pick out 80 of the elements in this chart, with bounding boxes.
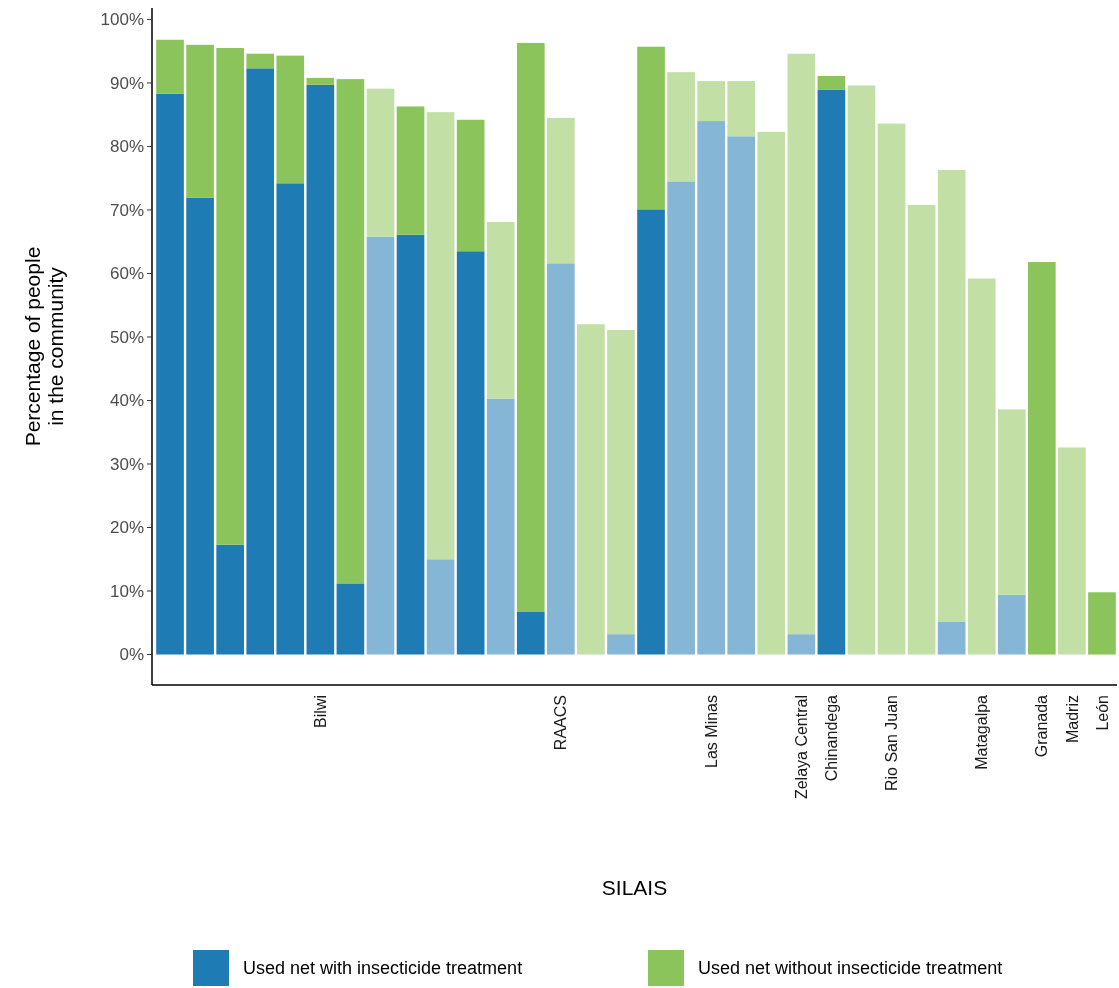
y-tick-label: 80% <box>109 137 144 157</box>
bar <box>727 81 756 137</box>
bar <box>186 44 214 198</box>
bar <box>246 53 275 69</box>
legend-label: Used net with insecticide treatment <box>243 958 523 979</box>
x-axis-title: SILAIS <box>601 876 668 899</box>
x-tick-label: Rio San Juan <box>883 695 901 792</box>
bar <box>547 117 575 264</box>
bar <box>396 106 425 235</box>
bar <box>847 85 876 655</box>
bar <box>997 594 1026 655</box>
bar <box>637 209 665 655</box>
bar <box>366 236 395 655</box>
y-tick-label: 50% <box>109 327 144 347</box>
bar <box>697 121 725 655</box>
bar <box>907 204 936 655</box>
bar <box>186 197 214 655</box>
bar <box>156 39 184 94</box>
bar <box>456 251 485 655</box>
bar <box>336 79 365 584</box>
bar <box>396 234 425 655</box>
bar <box>547 263 575 655</box>
legend-label: Used net without insecticide treatment <box>698 958 1003 979</box>
bar <box>306 77 335 85</box>
x-tick-label: Chinandega <box>823 694 841 782</box>
bar <box>216 544 244 655</box>
bar <box>637 46 665 210</box>
bar <box>426 112 455 560</box>
bar <box>697 81 725 122</box>
bar <box>276 55 305 184</box>
bar <box>877 123 906 655</box>
bar <box>306 84 335 655</box>
bar <box>246 68 275 655</box>
bar <box>787 634 816 655</box>
bar <box>727 136 756 655</box>
x-tick-label: Zelaya Central <box>792 695 810 800</box>
bar <box>216 48 244 545</box>
x-tick-label: Las Minas <box>702 695 720 768</box>
y-tick-label: 90% <box>109 73 144 93</box>
y-tick-label: 70% <box>109 200 144 220</box>
bar <box>577 324 605 655</box>
y-tick-label: 10% <box>109 581 144 601</box>
bar <box>456 119 485 252</box>
bar <box>1058 447 1086 655</box>
bar <box>667 181 695 655</box>
bar <box>607 329 635 635</box>
bar <box>516 42 545 612</box>
x-tick-label: Granada <box>1033 694 1051 758</box>
bar <box>997 409 1026 595</box>
bar <box>1088 592 1116 655</box>
bar <box>516 611 545 655</box>
bar <box>607 634 635 655</box>
y-tick-label: 60% <box>109 264 144 284</box>
x-tick-label: Matagalpa <box>973 694 991 770</box>
y-tick-label: 30% <box>109 454 144 474</box>
x-tick-label: Bilwi <box>311 695 329 728</box>
bar <box>817 89 846 655</box>
bar <box>817 75 846 90</box>
bar <box>787 53 816 635</box>
bar <box>276 183 305 655</box>
bar <box>667 72 695 182</box>
y-tick-label: 100% <box>100 10 144 30</box>
y-tick-label: 20% <box>109 518 144 538</box>
bar <box>336 583 365 655</box>
bar <box>937 169 966 622</box>
bar <box>937 621 966 655</box>
x-tick-label: Madriz <box>1063 695 1081 744</box>
bar <box>1028 262 1056 655</box>
bar <box>486 398 515 655</box>
bar <box>426 559 455 655</box>
y-tick-label: 0% <box>119 645 144 665</box>
y-tick-label: 40% <box>109 391 144 411</box>
bar <box>156 93 184 655</box>
x-tick-label: RAACS <box>552 695 570 751</box>
bar <box>757 131 786 655</box>
x-tick-label: León <box>1093 695 1111 731</box>
bar <box>486 222 515 399</box>
bar <box>967 278 996 655</box>
bar <box>366 88 395 237</box>
y-axis-title: Percentage of people in the community <box>21 246 68 447</box>
